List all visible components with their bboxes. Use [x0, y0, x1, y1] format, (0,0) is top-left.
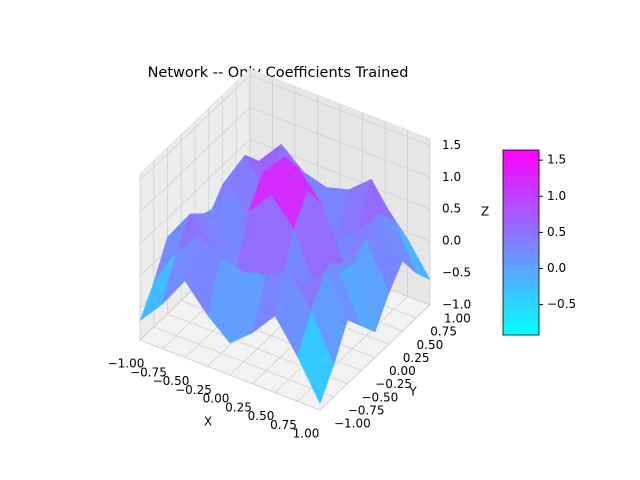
- x-tick-label: −0.50: [153, 374, 190, 388]
- y-tick-label: 0.00: [389, 364, 416, 378]
- chart-title: Network -- Only Coefficients Trained: [148, 65, 409, 81]
- z-tick-label: 1.0: [442, 170, 461, 184]
- x-tick-label: 0.50: [248, 409, 275, 423]
- x-tick-label: −0.25: [175, 383, 212, 397]
- colorbar-tick-label: −0.5: [547, 297, 576, 311]
- x-axis-label: X: [204, 415, 212, 429]
- z-tick-label: 1.5: [442, 138, 461, 152]
- colorbar-tick-label: 1.0: [547, 189, 566, 203]
- grid-line: [139, 138, 251, 245]
- y-tick-label: 1.00: [444, 312, 471, 326]
- surface-patch: [297, 310, 335, 405]
- grid-line: [153, 326, 334, 398]
- y-tick-label: 0.25: [403, 351, 430, 365]
- y-tick-label: 0.75: [430, 325, 457, 339]
- z-tick-label: −1.0: [442, 298, 471, 312]
- grid-line: [249, 106, 431, 178]
- colorbar: [502, 149, 540, 336]
- z-tick-label: −0.5: [442, 266, 471, 280]
- z-tick-label: 0.5: [442, 202, 461, 216]
- z-tick-label: 0.0: [442, 234, 461, 248]
- grid-line: [139, 75, 251, 181]
- y-tick-label: −0.75: [348, 403, 385, 417]
- x-tick-label: 0.25: [225, 400, 252, 414]
- y-tick-label: −0.25: [375, 377, 412, 391]
- grid-line: [139, 339, 321, 411]
- y-tick-label: −0.50: [362, 390, 399, 404]
- x-tick-label: 0.75: [270, 418, 297, 432]
- z-axis-label: Z: [481, 205, 489, 219]
- y-tick-label: −1.00: [334, 417, 371, 431]
- y-axis-label: Y: [408, 385, 417, 399]
- colorbar-tick-label: 0.0: [547, 261, 566, 275]
- colorbar-tick-label: 1.5: [547, 153, 566, 167]
- grid-line: [249, 75, 431, 146]
- x-tick-label: 1.00: [293, 427, 320, 441]
- colorbar-tick-label: 0.5: [547, 225, 566, 239]
- x-tick-label: −0.75: [130, 365, 167, 379]
- x-tick-label: 0.00: [203, 392, 230, 406]
- y-tick-label: 0.50: [417, 338, 444, 352]
- grid-line: [139, 107, 251, 213]
- x-tick-label: −1.00: [108, 357, 145, 371]
